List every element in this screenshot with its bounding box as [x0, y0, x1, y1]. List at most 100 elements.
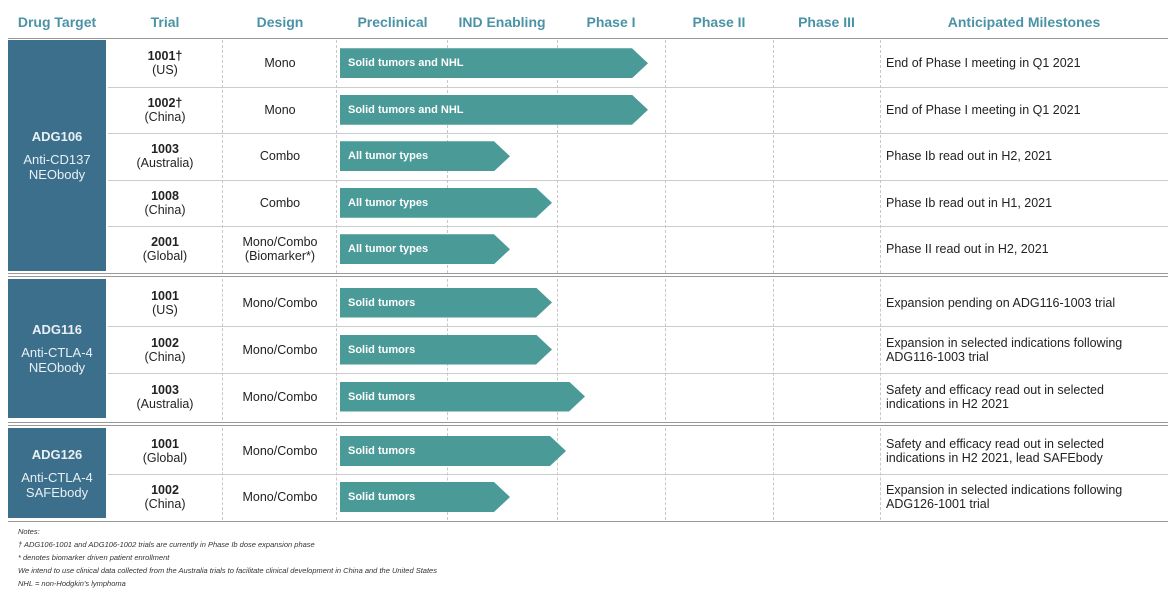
group-separator	[8, 422, 1168, 423]
text: 1001	[151, 437, 179, 451]
milestone: Phase Ib read out in H1, 2021	[886, 180, 1168, 227]
column-divider	[665, 428, 666, 520]
row-line	[108, 133, 1168, 134]
row-line	[108, 179, 1168, 181]
text: ADG116-1003 trial	[886, 349, 989, 364]
text: Combo	[259, 149, 301, 164]
text: Anti-CD137	[23, 151, 91, 167]
design: Combo	[224, 180, 336, 227]
text: Mono	[264, 102, 296, 117]
text: (US)	[152, 302, 178, 317]
text: 1003	[151, 382, 179, 397]
row-line	[108, 326, 1168, 327]
design: Mono	[224, 40, 336, 87]
text: (Global)	[142, 249, 188, 264]
milestone: Expansion in selected indications follow…	[886, 326, 1168, 373]
text: 1002	[151, 483, 179, 497]
text: NEObody	[28, 166, 86, 182]
trial: 1008 (China)	[108, 180, 222, 227]
progress-arrow: Solid tumors	[340, 382, 585, 412]
column-divider	[773, 40, 774, 273]
text: Mono/Combo	[242, 389, 318, 404]
column-divider	[773, 428, 774, 520]
row-line	[108, 86, 1168, 88]
column-divider	[557, 40, 558, 273]
column-header: Drug Target	[17, 14, 97, 30]
column-header: IND Enabling	[458, 14, 546, 30]
trial: 1002 (China)	[108, 326, 222, 373]
text: End of Phase I meeting in Q1 2021	[886, 56, 1081, 71]
trial: 1001† (US)	[108, 40, 222, 87]
text: 1001†	[147, 49, 183, 64]
text: ADG126-1001 trial	[886, 497, 990, 511]
header-line	[8, 38, 1168, 39]
design: Combo	[224, 133, 336, 180]
text: (China)	[144, 109, 186, 124]
text: indications in H2 2021, lead SAFEbody	[886, 451, 1103, 465]
column-divider	[336, 279, 337, 420]
text: Expansion in selected indications follow…	[886, 483, 1123, 497]
progress-arrow: All tumor types	[340, 234, 510, 264]
column-header: Preclinical	[357, 14, 428, 30]
text: 1002	[151, 335, 179, 350]
design: Mono/Combo	[224, 373, 336, 420]
note: * denotes biomarker driven patient enrol…	[18, 553, 170, 562]
design: Mono/Combo (Biomarker*)	[224, 226, 336, 273]
note: We intend to use clinical data collected…	[18, 566, 437, 575]
column-divider	[557, 279, 558, 420]
text: Expansion in selected indications follow…	[886, 335, 1123, 350]
text: Safety and efficacy read out in selected	[886, 437, 1104, 451]
text: 1001	[151, 288, 179, 303]
text: Combo	[259, 195, 301, 210]
column-divider	[447, 428, 448, 520]
text: End of Phase I meeting in Q1 2021	[886, 102, 1081, 117]
group-separator	[8, 276, 1168, 277]
text: Mono	[264, 56, 296, 71]
milestone: End of Phase I meeting in Q1 2021	[886, 87, 1168, 134]
text: 1008	[151, 188, 179, 203]
milestone: Phase II read out in H2, 2021	[886, 226, 1168, 273]
text: NEObody	[28, 360, 86, 375]
progress-arrow: Solid tumors	[340, 335, 552, 365]
progress-arrow: Solid tumors and NHL	[340, 48, 648, 78]
progress-arrow: Solid tumors	[340, 482, 510, 512]
text: Anti-CTLA-4	[21, 345, 93, 360]
trial: 1001 (US)	[108, 279, 222, 326]
text: (Global)	[142, 451, 188, 465]
drug-target: ADG106 Anti-CD137 NEObody	[8, 40, 106, 271]
column-divider	[880, 279, 881, 420]
design: Mono	[224, 87, 336, 134]
text: (Biomarker*)	[244, 249, 316, 264]
trial: 1001 (Global)	[108, 428, 222, 474]
text: Phase Ib read out in H1, 2021	[886, 195, 1053, 210]
progress-arrow: Solid tumors	[340, 288, 552, 318]
text: (Australia)	[136, 396, 194, 411]
column-divider	[222, 428, 223, 520]
text: Mono/Combo	[242, 235, 318, 250]
column-divider	[773, 279, 774, 420]
note: † ADG106-1001 and ADG106-1002 trials are…	[18, 540, 315, 549]
trial: 2001 (Global)	[108, 226, 222, 273]
column-divider	[665, 279, 666, 420]
text: ADG116	[32, 322, 82, 337]
text: ADG106	[31, 128, 83, 144]
text: (China)	[144, 202, 186, 217]
text: (China)	[144, 349, 186, 364]
row-line	[108, 373, 1168, 374]
design: Mono/Combo	[224, 428, 336, 474]
text: Mono/Combo	[242, 342, 318, 357]
column-header: Phase III	[798, 14, 855, 30]
text: Expansion pending on ADG116-1003 trial	[886, 295, 1116, 310]
progress-arrow: All tumor types	[340, 188, 552, 218]
milestone: End of Phase I meeting in Q1 2021	[886, 40, 1168, 87]
text: 1003	[151, 142, 179, 157]
column-header: Design	[256, 14, 304, 30]
column-divider	[665, 40, 666, 273]
group-separator	[8, 273, 1168, 274]
trial: 1002† (China)	[108, 87, 222, 134]
text: (China)	[144, 497, 186, 511]
design: Mono/Combo	[224, 474, 336, 520]
column-divider	[880, 40, 881, 273]
trial: 1003 (Australia)	[108, 373, 222, 420]
